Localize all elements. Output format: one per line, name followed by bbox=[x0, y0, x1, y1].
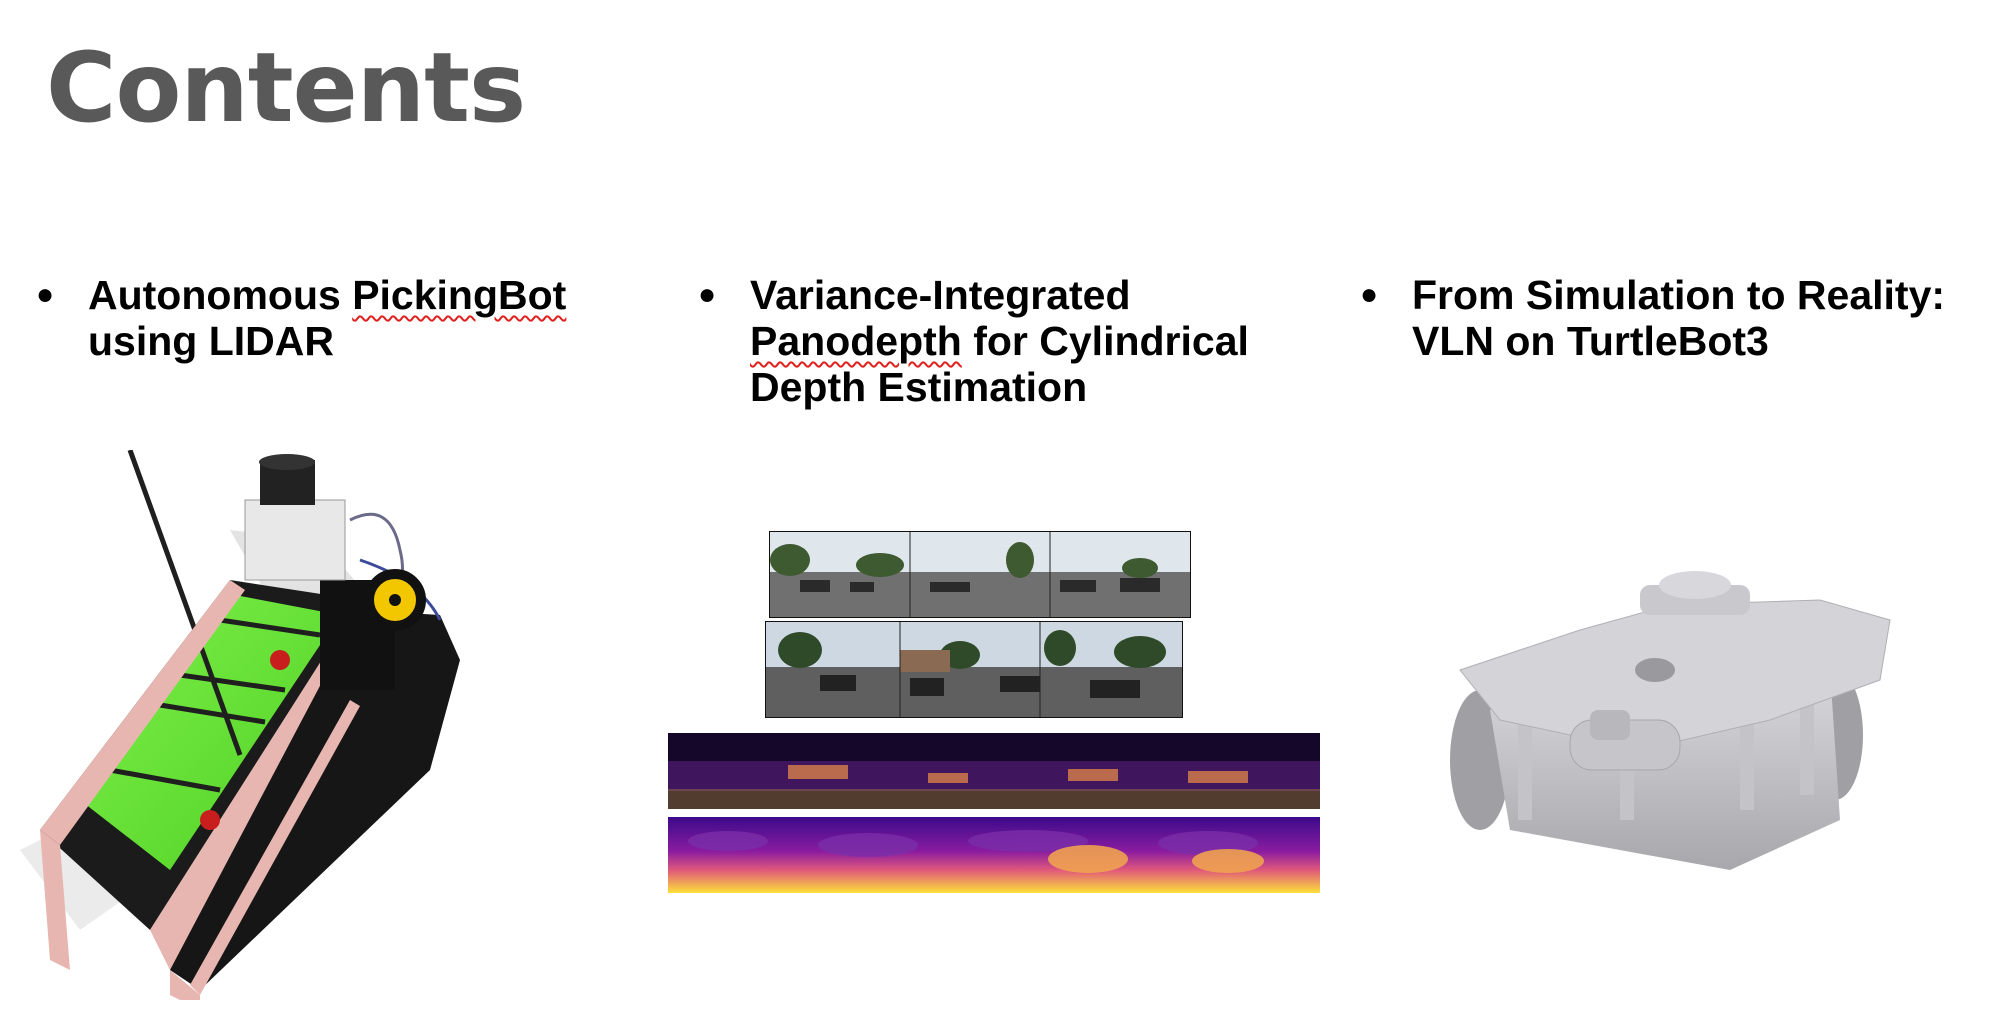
item-text: using LIDAR bbox=[88, 318, 334, 364]
bullet-dot: ● bbox=[1360, 278, 1379, 311]
slide-title: Contents bbox=[46, 32, 526, 144]
spellcheck-word: PickingBot bbox=[352, 272, 567, 318]
bullet-dot: ● bbox=[36, 278, 55, 311]
item-text: From Simulation to Reality: bbox=[1412, 272, 1946, 318]
item-text: VLN on TurtleBot3 bbox=[1412, 318, 1769, 364]
spellcheck-word: Panodepth bbox=[750, 318, 962, 364]
item-text: Autonomous bbox=[88, 272, 353, 318]
item-text: Variance-Integrated bbox=[750, 272, 1131, 318]
item-text: for Cylindrical bbox=[961, 318, 1249, 364]
depth-map-strips bbox=[668, 733, 1320, 893]
item-text: Depth Estimation bbox=[750, 364, 1088, 410]
turtlebot3-3d-model bbox=[1450, 571, 1891, 870]
bullet-dot: ● bbox=[698, 278, 717, 311]
panorama-photo-strips bbox=[765, 531, 1191, 718]
pickingbot-robot-photo bbox=[20, 450, 460, 1000]
